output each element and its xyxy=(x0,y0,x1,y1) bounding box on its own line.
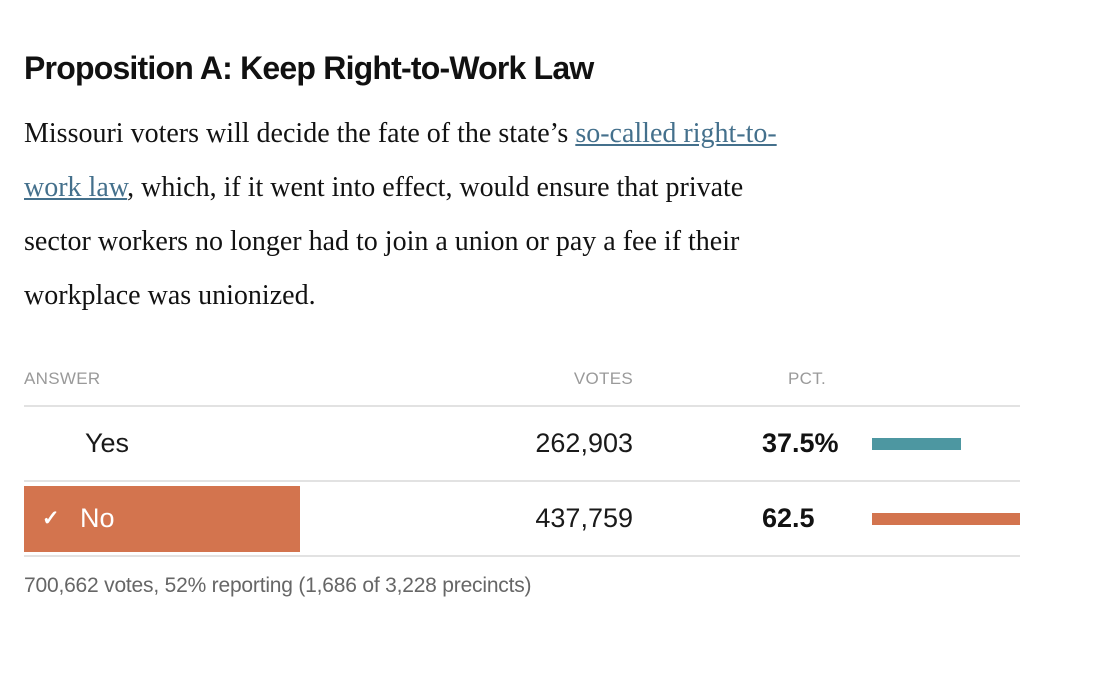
pct-bar-track xyxy=(872,437,1020,450)
pct-bar-track xyxy=(872,512,1020,525)
paragraph-line: work law, which, if it went into effect,… xyxy=(24,161,1020,215)
pct-bar-cell xyxy=(872,512,1020,525)
right-to-work-law-link[interactable]: so-called right-to- xyxy=(575,118,777,149)
pct-bar-no xyxy=(872,512,1020,525)
winner-highlight: ✓ No xyxy=(24,485,300,552)
pct-bar-cell xyxy=(872,437,1020,450)
results-table: ANSWER VOTES PCT. Yes 262,903 37.5% ✓ No xyxy=(24,369,1020,557)
votes-value: 262,903 xyxy=(535,428,633,458)
paragraph-line: sector workers no longer had to join a u… xyxy=(24,215,1020,269)
description-paragraph: Missouri voters will decide the fate of … xyxy=(24,107,1020,323)
pct-bar-yes xyxy=(872,437,961,450)
table-header-row: ANSWER VOTES PCT. xyxy=(24,369,1020,407)
paragraph-text: sector workers no longer had to join a u… xyxy=(24,226,740,257)
column-header-votes: VOTES xyxy=(573,369,633,388)
answer-cell: ✓ No xyxy=(24,485,364,552)
reporting-summary: 700,662 votes, 52% reporting (1,686 of 3… xyxy=(24,574,532,597)
paragraph-line: workplace was unionized. xyxy=(24,269,1020,323)
paragraph-text: workplace was unionized. xyxy=(24,280,316,311)
pct-value: 62.5 xyxy=(762,503,815,533)
paragraph-text: , which, if it went into effect, would e… xyxy=(127,172,744,203)
column-header-pct: PCT. xyxy=(788,369,827,388)
table-row-no: ✓ No 437,759 62.5 xyxy=(24,482,1020,557)
right-to-work-law-link[interactable]: work law xyxy=(24,172,128,203)
answer-label: No xyxy=(80,503,115,533)
votes-value: 437,759 xyxy=(535,503,633,533)
table-row-yes: Yes 262,903 37.5% xyxy=(24,407,1020,482)
paragraph-line: Missouri voters will decide the fate of … xyxy=(24,107,1020,161)
column-header-answer: ANSWER xyxy=(24,369,101,388)
page-title: Proposition A: Keep Right-to-Work Law xyxy=(24,50,594,86)
answer-label: Yes xyxy=(85,428,130,458)
pct-value: 37.5% xyxy=(762,428,839,458)
paragraph-text: Missouri voters will decide the fate of … xyxy=(24,118,576,149)
check-icon: ✓ xyxy=(42,507,60,530)
proposition-results-module: Proposition A: Keep Right-to-Work Law Mi… xyxy=(24,0,1020,598)
